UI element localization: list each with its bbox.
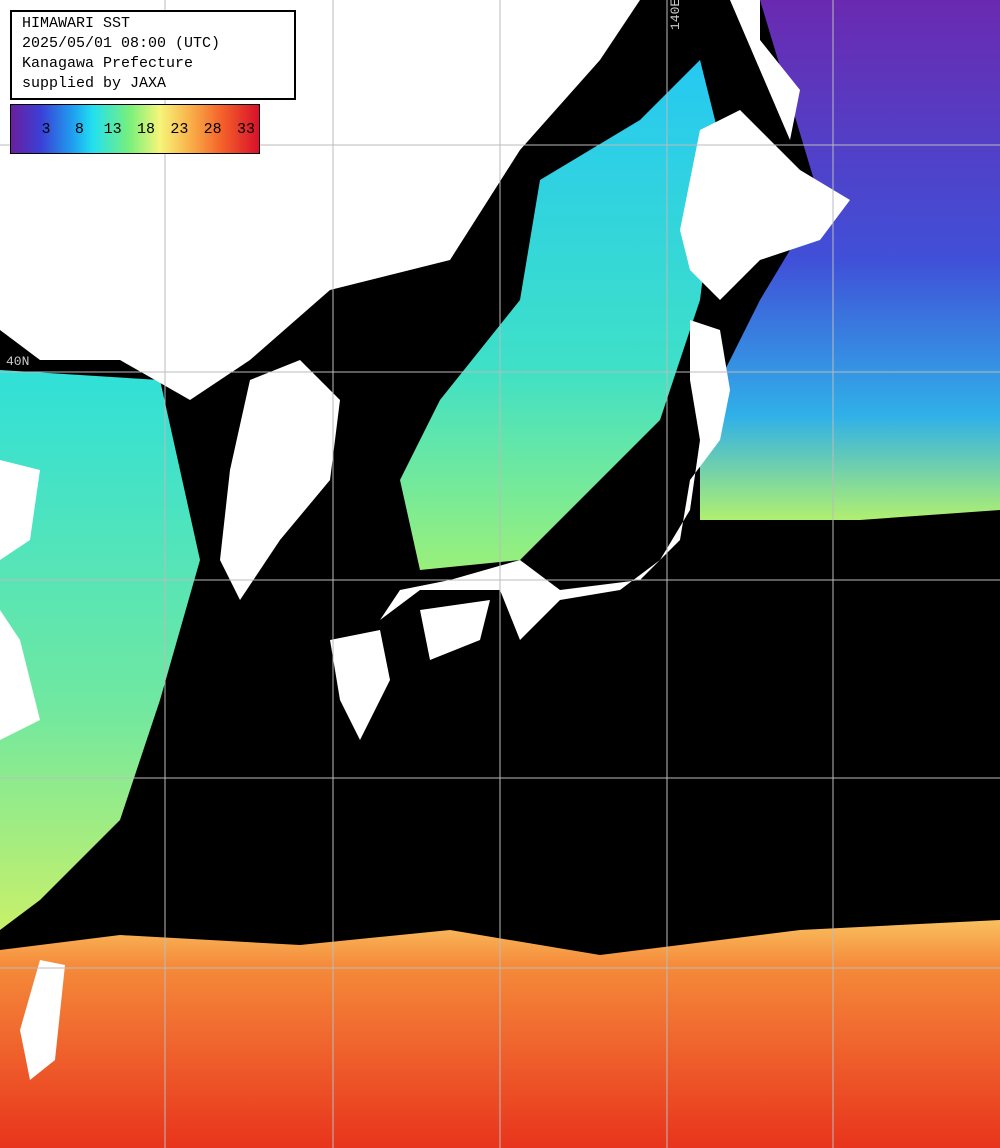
colorbar-tick: 23	[170, 121, 189, 138]
latitude-label: 40N	[6, 354, 30, 369]
colorbar-tick: 13	[103, 121, 122, 138]
colorbar: 3 8 13 18 23 28 33	[10, 104, 260, 154]
colorbar-tick: 18	[136, 121, 156, 138]
info-line: HIMAWARI SST	[22, 15, 131, 32]
land	[0, 0, 850, 1080]
colorbar-tick: 33	[236, 121, 256, 138]
info-line: supplied by JAXA	[22, 75, 167, 92]
longitude-label: 140E	[668, 0, 683, 30]
colorbar-tick: 28	[203, 121, 222, 138]
info-line: 2025/05/01 08:00 (UTC)	[22, 35, 221, 52]
colorbar-tick: 8	[74, 121, 84, 138]
info-line: Kanagawa Prefecture	[22, 55, 194, 72]
info-box: HIMAWARI SST 2025/05/01 08:00 (UTC) Kanaga…	[10, 10, 296, 100]
colorbar-tick: 3	[41, 121, 51, 138]
